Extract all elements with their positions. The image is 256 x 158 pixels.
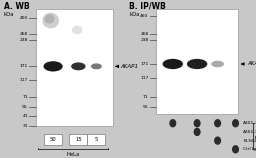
Ellipse shape [72, 26, 83, 34]
Text: 268: 268 [140, 32, 148, 36]
Text: 171: 171 [19, 64, 28, 68]
Circle shape [215, 120, 220, 127]
Text: B. IP/WB: B. IP/WB [129, 2, 166, 11]
Text: 15: 15 [75, 137, 82, 142]
Text: 117: 117 [19, 78, 28, 82]
Text: 71: 71 [22, 95, 28, 99]
Ellipse shape [91, 63, 102, 69]
Bar [156, 9, 238, 114]
Ellipse shape [44, 61, 63, 71]
Text: 238: 238 [140, 38, 148, 42]
Text: kDa: kDa [4, 12, 14, 17]
Text: AKAP1: AKAP1 [247, 61, 256, 67]
Text: 55: 55 [143, 105, 148, 109]
Ellipse shape [187, 59, 207, 69]
Bar [44, 134, 62, 145]
Ellipse shape [42, 13, 59, 28]
Text: 5: 5 [95, 137, 98, 142]
Bar [87, 134, 105, 145]
Text: 71: 71 [143, 95, 148, 99]
Text: 460: 460 [140, 14, 148, 18]
Text: 117: 117 [140, 76, 148, 80]
Circle shape [215, 137, 220, 144]
Text: 31: 31 [22, 124, 28, 128]
Text: HeLa: HeLa [67, 152, 80, 157]
Ellipse shape [45, 14, 55, 24]
Circle shape [194, 120, 200, 127]
Text: A. WB: A. WB [4, 2, 29, 11]
Text: Ctrl IgG: Ctrl IgG [243, 147, 256, 151]
Text: 400: 400 [19, 16, 28, 20]
Circle shape [170, 120, 176, 127]
Text: BL5622: BL5622 [243, 139, 256, 143]
Ellipse shape [211, 61, 224, 67]
Ellipse shape [71, 62, 86, 70]
Text: AKAP1: AKAP1 [121, 64, 138, 69]
Text: 238: 238 [19, 38, 28, 42]
Text: 268: 268 [19, 32, 28, 36]
Text: A301-379A: A301-379A [243, 121, 256, 125]
Text: A301-380A: A301-380A [243, 130, 256, 134]
Circle shape [233, 120, 238, 127]
Text: 55: 55 [22, 105, 28, 109]
Text: kDa: kDa [129, 12, 140, 17]
Bar [69, 134, 87, 145]
Text: 171: 171 [140, 62, 148, 66]
Circle shape [194, 128, 200, 135]
Bar [36, 9, 113, 126]
Ellipse shape [163, 59, 183, 69]
Text: 50: 50 [50, 137, 57, 142]
Circle shape [233, 146, 238, 153]
Text: 41: 41 [22, 114, 28, 118]
